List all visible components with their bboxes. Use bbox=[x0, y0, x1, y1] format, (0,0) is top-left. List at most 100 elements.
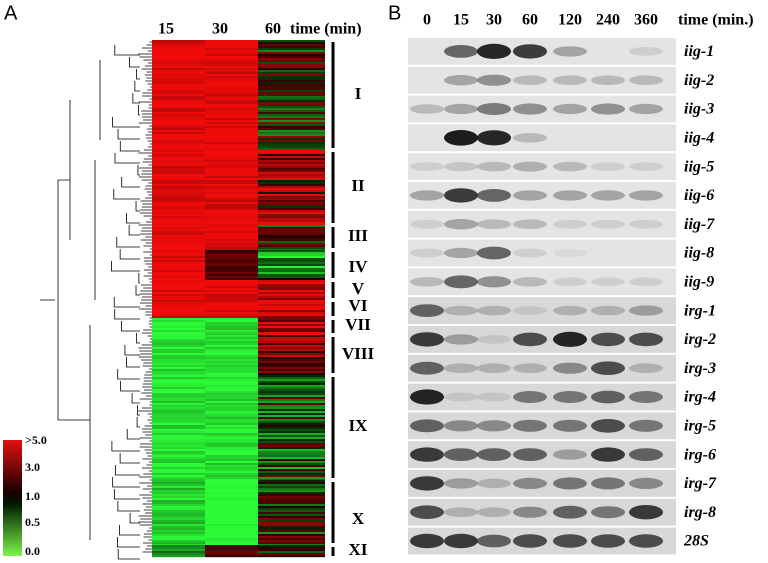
heat-cell bbox=[152, 375, 205, 378]
heat-cell bbox=[152, 339, 205, 342]
heat-cell bbox=[152, 96, 205, 99]
band bbox=[553, 419, 587, 432]
heat-cell bbox=[205, 498, 258, 501]
band bbox=[553, 46, 587, 57]
heat-cell bbox=[258, 102, 325, 105]
band bbox=[477, 478, 511, 489]
heat-cell bbox=[152, 148, 205, 151]
heat-cell bbox=[152, 216, 205, 219]
heat-cell bbox=[205, 164, 258, 167]
heat-cell bbox=[205, 526, 258, 529]
band bbox=[477, 74, 511, 86]
heat-cell bbox=[258, 90, 325, 93]
band bbox=[629, 391, 663, 403]
band bbox=[629, 448, 663, 461]
heat-cell bbox=[205, 112, 258, 115]
heat-cell bbox=[152, 532, 205, 535]
heat-cell bbox=[152, 547, 205, 550]
heat-cell bbox=[152, 168, 205, 171]
scale-label: 1.0 bbox=[25, 489, 40, 503]
heat-cell bbox=[152, 409, 205, 412]
heat-cell bbox=[258, 435, 325, 438]
band bbox=[553, 161, 587, 172]
heat-cell bbox=[205, 339, 258, 342]
band bbox=[477, 507, 511, 517]
heat-cell bbox=[258, 96, 325, 99]
heat-cell bbox=[205, 42, 258, 45]
heat-cell bbox=[152, 72, 205, 75]
heat-cell bbox=[152, 68, 205, 71]
heat-cell bbox=[205, 536, 258, 539]
heat-cell bbox=[258, 320, 325, 323]
heat-cell bbox=[152, 245, 205, 248]
cluster-label: VIII bbox=[342, 344, 375, 363]
column-label: 120 bbox=[558, 12, 582, 29]
heat-cell bbox=[258, 302, 325, 305]
heat-cell bbox=[258, 225, 325, 228]
heat-cell bbox=[152, 411, 205, 414]
heat-cell bbox=[258, 520, 325, 523]
gene-label: irg-1 bbox=[684, 302, 716, 319]
heat-cell bbox=[258, 158, 325, 161]
heat-cell bbox=[258, 343, 325, 346]
heat-cell bbox=[205, 330, 258, 333]
heat-cell bbox=[152, 124, 205, 127]
heat-cell bbox=[258, 296, 325, 299]
heat-cell bbox=[258, 365, 325, 368]
column-label: 30 bbox=[486, 12, 502, 29]
heat-cell bbox=[205, 335, 258, 338]
heat-cell bbox=[205, 459, 258, 462]
band bbox=[410, 277, 444, 287]
heat-cell bbox=[258, 397, 325, 400]
heat-cell bbox=[152, 361, 205, 364]
heat-cell bbox=[205, 52, 258, 55]
heat-cell bbox=[152, 415, 205, 418]
heat-cell bbox=[258, 156, 325, 159]
heat-cell bbox=[152, 306, 205, 309]
band bbox=[444, 478, 478, 489]
band bbox=[513, 363, 547, 374]
heat-cell bbox=[258, 126, 325, 129]
heat-cell bbox=[258, 252, 325, 255]
heat-cell bbox=[258, 445, 325, 448]
heat-cell bbox=[258, 381, 325, 384]
heat-cell bbox=[205, 518, 258, 521]
heat-cell bbox=[258, 496, 325, 499]
heat-cell bbox=[152, 166, 205, 169]
heat-cell bbox=[205, 471, 258, 474]
heat-cell bbox=[152, 310, 205, 313]
cluster-label: I bbox=[355, 84, 362, 103]
heat-cell bbox=[205, 443, 258, 446]
heat-cell bbox=[258, 245, 325, 248]
heat-cell bbox=[152, 200, 205, 203]
heat-cell bbox=[258, 166, 325, 169]
heat-cell bbox=[152, 58, 205, 61]
heat-cell bbox=[258, 484, 325, 487]
heat-cell bbox=[152, 222, 205, 225]
heat-cell bbox=[152, 288, 205, 291]
band bbox=[591, 162, 625, 172]
heat-cell bbox=[152, 204, 205, 207]
panel-label: A bbox=[4, 2, 18, 24]
heat-cell bbox=[205, 435, 258, 438]
heat-cell bbox=[205, 349, 258, 352]
heat-cell bbox=[258, 286, 325, 289]
heat-cell bbox=[258, 403, 325, 406]
band bbox=[477, 43, 511, 60]
heat-cell bbox=[152, 172, 205, 175]
heat-cell bbox=[205, 371, 258, 374]
band bbox=[477, 219, 511, 229]
band bbox=[444, 392, 478, 402]
heat-cell bbox=[152, 534, 205, 537]
heat-cell bbox=[258, 290, 325, 293]
heat-cell bbox=[205, 463, 258, 466]
heat-cell bbox=[258, 361, 325, 364]
heat-cell bbox=[258, 138, 325, 141]
heat-cell bbox=[258, 254, 325, 257]
heat-cell bbox=[258, 316, 325, 319]
heat-cell bbox=[152, 44, 205, 47]
heat-cell bbox=[205, 48, 258, 51]
heat-cell bbox=[152, 88, 205, 91]
heat-cell bbox=[258, 461, 325, 464]
